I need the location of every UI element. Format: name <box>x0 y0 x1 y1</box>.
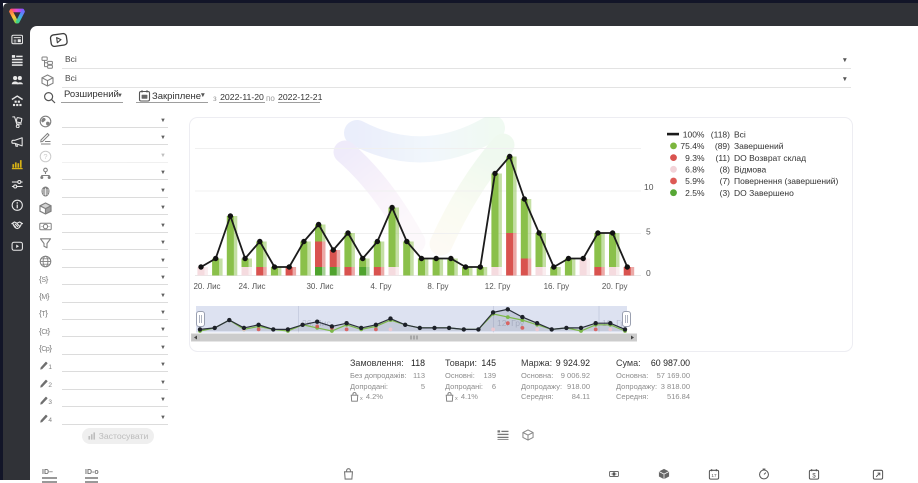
svg-text:5.9%: 5.9% <box>685 176 705 186</box>
svg-text:12. Гру: 12. Гру <box>485 282 511 291</box>
svg-text:Завершений: Завершений <box>734 141 784 151</box>
svg-text:0: 0 <box>646 268 651 278</box>
svg-text:24. Лис: 24. Лис <box>238 282 265 291</box>
svg-text:(3): (3) <box>720 188 731 198</box>
svg-text:Відмова: Відмова <box>734 165 767 175</box>
svg-text:5: 5 <box>646 227 651 237</box>
svg-text:4. Гру: 4. Гру <box>370 282 391 291</box>
svg-text:10: 10 <box>644 182 654 192</box>
svg-text:20. Гру: 20. Гру <box>602 282 628 291</box>
svg-text:100%: 100% <box>683 129 705 139</box>
svg-text:$: $ <box>812 474 816 480</box>
svg-text:Повернення (завершений): Повернення (завершений) <box>734 176 839 186</box>
svg-text:(8): (8) <box>720 165 731 175</box>
svg-text:?: ? <box>43 152 47 161</box>
svg-text:2.5%: 2.5% <box>685 188 705 198</box>
svg-text:30. Лис: 30. Лис <box>306 282 333 291</box>
svg-text:16. Гру: 16. Гру <box>544 282 570 291</box>
svg-text:20. Лис: 20. Лис <box>193 282 220 291</box>
svg-text:17: 17 <box>711 473 717 478</box>
svg-text:6.8%: 6.8% <box>685 165 705 175</box>
svg-text:Всі: Всі <box>734 129 746 139</box>
svg-text:(89): (89) <box>715 141 730 151</box>
svg-text:DO Завершено: DO Завершено <box>734 188 794 198</box>
svg-text:(11): (11) <box>716 153 731 163</box>
svg-text:12. Гру: 12. Гру <box>497 318 525 328</box>
svg-text:75.4%: 75.4% <box>680 141 705 151</box>
svg-text:8. Гру: 8. Гру <box>427 282 448 291</box>
svg-text:DO Возврат склад: DO Возврат склад <box>734 153 806 163</box>
svg-text:9.3%: 9.3% <box>685 153 705 163</box>
svg-text:(118): (118) <box>711 129 730 139</box>
svg-text:(7): (7) <box>720 176 731 186</box>
svg-text:19. Гру: 19. Гру <box>602 318 630 328</box>
